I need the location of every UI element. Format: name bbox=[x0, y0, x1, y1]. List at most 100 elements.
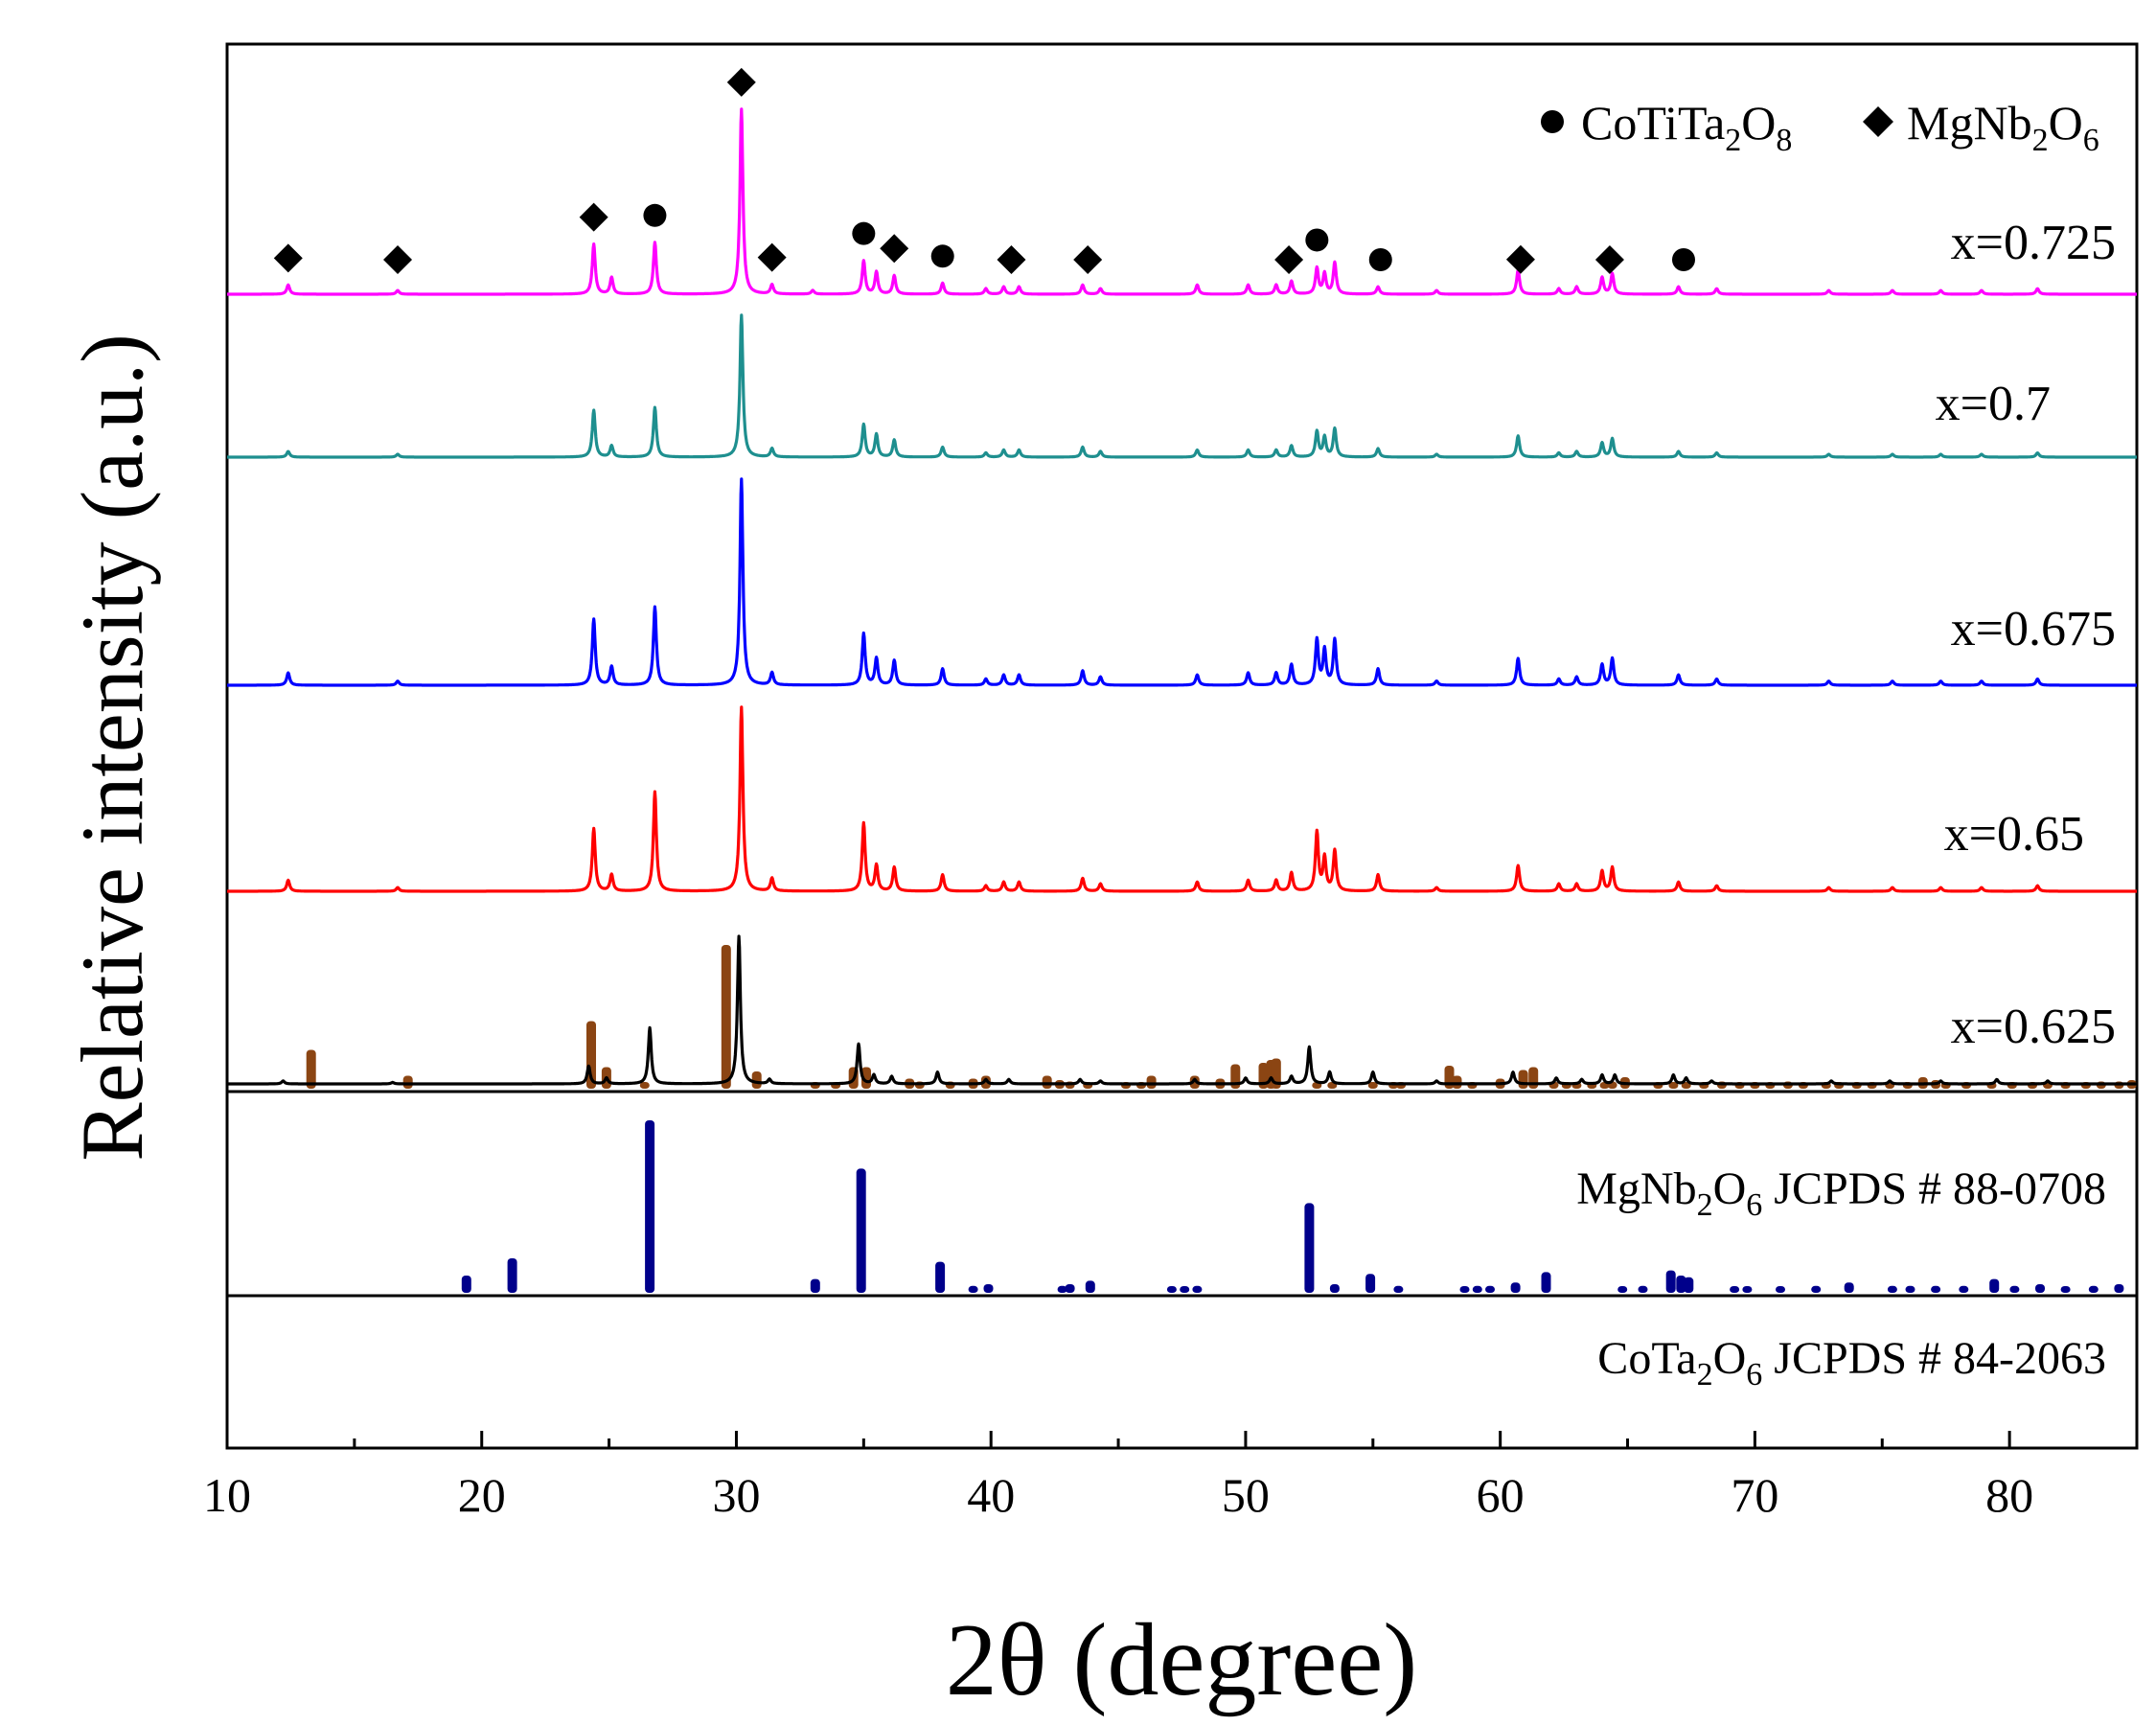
reference-bar bbox=[2088, 1285, 2099, 1293]
x-tick-label-10: 10 bbox=[203, 1468, 251, 1522]
reference-bar bbox=[1742, 1286, 1753, 1293]
reference-bar bbox=[856, 1168, 866, 1293]
reference-bar bbox=[1684, 1277, 1694, 1293]
legend-mgnb2o6: MgNb2O6 bbox=[1907, 96, 2099, 158]
reference-bar bbox=[861, 1067, 871, 1089]
reference-bar bbox=[402, 1075, 413, 1089]
data-series bbox=[225, 107, 2139, 1086]
phase-marker-diamond bbox=[1073, 245, 1103, 274]
reference-bar bbox=[1959, 1285, 1969, 1293]
reference-bar bbox=[1887, 1285, 1897, 1293]
x-tick-label-30: 30 bbox=[712, 1468, 760, 1522]
legend-circle-marker bbox=[1541, 110, 1564, 133]
reference-bar bbox=[2060, 1286, 2071, 1293]
phase-marker-circle bbox=[643, 203, 667, 227]
reference-bar bbox=[1166, 1286, 1177, 1293]
reference-label-mgnb2o6: MgNb2O6 JCPDS # 88-0708 bbox=[1576, 1163, 2106, 1223]
reference-bar bbox=[1518, 1070, 1528, 1089]
reference-bar bbox=[1510, 1282, 1521, 1293]
reference-bar bbox=[935, 1261, 946, 1293]
phase-marker-diamond bbox=[579, 202, 608, 232]
reference-bar bbox=[639, 1082, 650, 1089]
reference-bar bbox=[1146, 1075, 1157, 1089]
series-line-x0725 bbox=[225, 107, 2139, 296]
series-label-0675: x=0.675 bbox=[1951, 602, 2116, 656]
reference-bar bbox=[1042, 1075, 1052, 1089]
reference-bar bbox=[1452, 1075, 1462, 1089]
x-tick-label-60: 60 bbox=[1477, 1468, 1525, 1522]
x-tick-label-40: 40 bbox=[967, 1468, 1015, 1522]
reference-bar bbox=[507, 1258, 517, 1293]
reference-bar bbox=[968, 1285, 978, 1293]
reference-bar bbox=[810, 1278, 820, 1293]
reference-bar bbox=[751, 1071, 762, 1089]
series-label-065: x=0.65 bbox=[1944, 807, 2084, 862]
reference-bar bbox=[1905, 1285, 1915, 1293]
phase-marker-diamond bbox=[1594, 245, 1624, 274]
reference-bar bbox=[306, 1049, 316, 1089]
phase-marker-circle bbox=[930, 244, 954, 268]
reference-bar bbox=[980, 1075, 991, 1089]
series-line-x0675 bbox=[225, 477, 2139, 687]
reference-bar bbox=[1931, 1285, 1941, 1293]
reference-bar bbox=[1057, 1285, 1067, 1293]
x-axis-ticks: 10 20 30 40 50 60 70 80 bbox=[203, 1431, 2139, 1522]
reference-bar bbox=[1189, 1075, 1200, 1089]
reference-bar bbox=[1776, 1286, 1785, 1293]
phase-marker-circle bbox=[1368, 248, 1392, 271]
reference-bar bbox=[1459, 1286, 1470, 1293]
reference-bar bbox=[1192, 1285, 1203, 1293]
y-axis-title: Relative intensity (a.u.) bbox=[63, 334, 161, 1162]
reference-bar bbox=[1085, 1280, 1095, 1293]
reference-bar bbox=[1676, 1276, 1686, 1293]
phase-marker-diamond bbox=[1274, 245, 1304, 274]
reference-bar bbox=[461, 1276, 471, 1293]
reference-bar bbox=[1844, 1282, 1854, 1293]
reference-bar bbox=[2114, 1284, 2124, 1293]
x-tick-label-50: 50 bbox=[1222, 1468, 1270, 1522]
reference-bar bbox=[1367, 1082, 1378, 1089]
reference-bar bbox=[1065, 1284, 1075, 1293]
series-label-07: x=0.7 bbox=[1936, 377, 2051, 431]
reference-bar bbox=[1472, 1285, 1482, 1293]
phase-marker-circle bbox=[852, 221, 876, 245]
phase-marker-circle bbox=[1305, 228, 1329, 252]
series-line-x07 bbox=[225, 313, 2139, 459]
phase-marker-circle bbox=[1671, 248, 1695, 271]
reference-bar bbox=[1811, 1285, 1822, 1293]
phase-marker-diamond bbox=[757, 242, 787, 272]
legend-diamond-marker bbox=[1863, 106, 1893, 137]
reference-bar bbox=[1541, 1272, 1551, 1293]
series-label-0725: x=0.725 bbox=[1951, 216, 2116, 270]
x-axis-title: 2θ (degree) bbox=[946, 1603, 1417, 1717]
legend: CoTiTa2O8 MgNb2O6 bbox=[1541, 96, 2099, 158]
reference-bar bbox=[1730, 1286, 1740, 1293]
x-tick-label-70: 70 bbox=[1731, 1468, 1778, 1522]
reference-bar bbox=[2035, 1284, 2045, 1293]
reference-bar bbox=[1365, 1274, 1376, 1293]
reference-bar bbox=[1617, 1286, 1628, 1293]
reference-patterns bbox=[306, 945, 2137, 1293]
reference-bar bbox=[1304, 1203, 1315, 1293]
series-line-x0625 bbox=[225, 934, 2139, 1086]
phase-marker-diamond bbox=[880, 234, 909, 264]
reference-bar bbox=[721, 945, 731, 1089]
reference-label-cota2o6: CoTa2O6 JCPDS # 84-2063 bbox=[1597, 1333, 2106, 1392]
reference-bar bbox=[2009, 1285, 2020, 1293]
reference-bar bbox=[1528, 1067, 1539, 1089]
reference-bar bbox=[1180, 1286, 1190, 1293]
series-line-x065 bbox=[225, 705, 2139, 893]
phase-marker-diamond bbox=[1505, 244, 1535, 274]
x-tick-label-20: 20 bbox=[458, 1468, 506, 1522]
phase-marker-diamond bbox=[383, 245, 413, 274]
reference-bar bbox=[1665, 1270, 1676, 1293]
reference-bar bbox=[1329, 1284, 1340, 1293]
phase-marker-diamond bbox=[997, 245, 1026, 274]
phase-markers bbox=[273, 67, 1695, 274]
reference-bar bbox=[1638, 1285, 1648, 1293]
phase-marker-diamond bbox=[726, 67, 756, 97]
reference-bar bbox=[983, 1284, 994, 1293]
legend-cotita2o8: CoTiTa2O8 bbox=[1581, 96, 1792, 158]
series-label-0625: x=0.625 bbox=[1951, 1000, 2116, 1054]
